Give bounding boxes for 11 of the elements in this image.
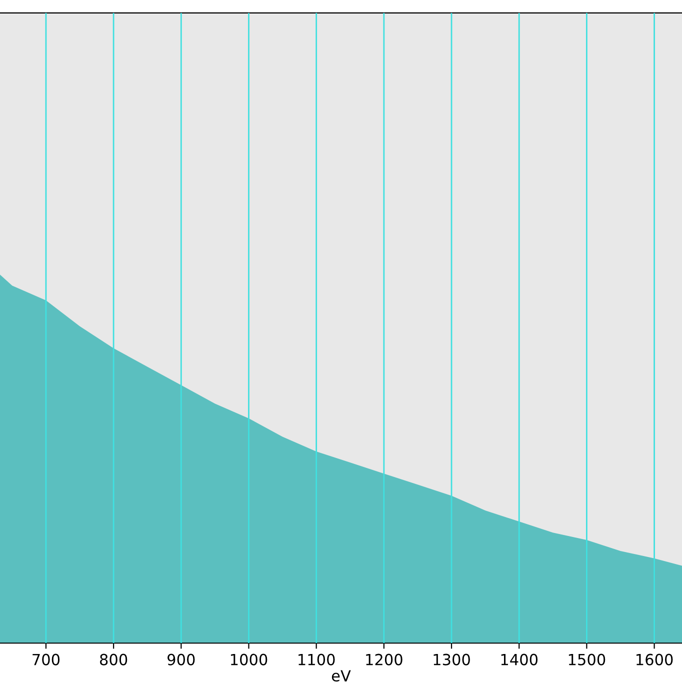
- x-tick-label: 1000: [230, 654, 268, 666]
- x-tick-label: 1400: [501, 654, 538, 666]
- x-tick-label: 1500: [568, 654, 606, 666]
- x-tick-label: 900: [168, 654, 195, 666]
- x-axis-title: eV: [332, 670, 351, 682]
- x-tick-label: 700: [32, 654, 60, 666]
- x-tick-label: 800: [100, 654, 128, 666]
- x-tick-label: 1100: [298, 654, 335, 666]
- x-tick-label: 1600: [636, 654, 673, 666]
- x-tick-label: 1300: [434, 654, 470, 666]
- x-tick-label: 1200: [366, 654, 402, 666]
